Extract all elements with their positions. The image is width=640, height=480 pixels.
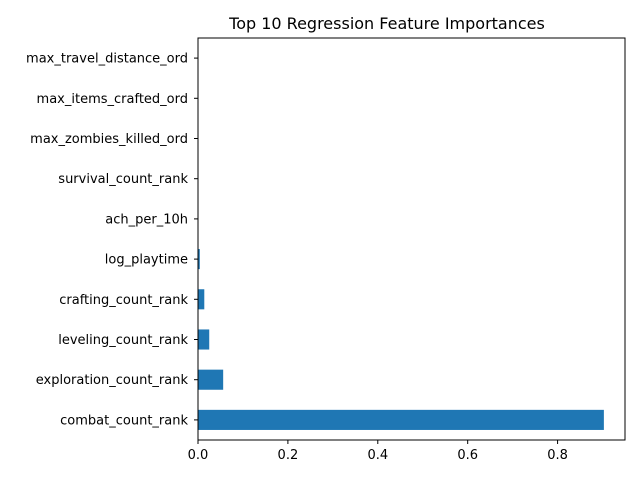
- x-tick-label: 0.0: [188, 448, 209, 463]
- bar-log-playtime: [198, 249, 200, 270]
- x-axis-ticks: 0.0 0.2 0.4 0.6 0.8: [188, 440, 568, 463]
- x-tick-label: 0.6: [457, 448, 478, 463]
- y-tick-label: ach_per_10h: [105, 212, 188, 227]
- bar-combat-count-rank: [198, 409, 604, 430]
- x-tick-label: 0.8: [547, 448, 568, 463]
- chart-title: Top 10 Regression Feature Importances: [228, 14, 545, 33]
- y-tick-label: combat_count_rank: [60, 413, 188, 428]
- y-tick-label: crafting_count_rank: [59, 293, 188, 308]
- y-axis-ticks: combat_count_rank exploration_count_rank l…: [26, 52, 198, 428]
- y-tick-label: max_items_crafted_ord: [37, 92, 188, 107]
- x-tick-label: 0.2: [278, 448, 299, 463]
- y-tick-label: max_travel_distance_ord: [26, 52, 188, 67]
- y-tick-label: log_playtime: [105, 253, 188, 268]
- plot-frame: [197, 37, 626, 441]
- y-tick-label: exploration_count_rank: [36, 373, 189, 388]
- bar-leveling-count-rank: [198, 329, 210, 350]
- bar-crafting-count-rank: [198, 289, 205, 310]
- bar-exploration-count-rank: [198, 369, 224, 390]
- bars-group: [198, 249, 604, 430]
- y-tick-label: leveling_count_rank: [58, 333, 188, 348]
- y-tick-label: survival_count_rank: [58, 172, 188, 187]
- y-tick-label: max_zombies_killed_ord: [30, 132, 188, 147]
- x-tick-label: 0.4: [367, 448, 388, 463]
